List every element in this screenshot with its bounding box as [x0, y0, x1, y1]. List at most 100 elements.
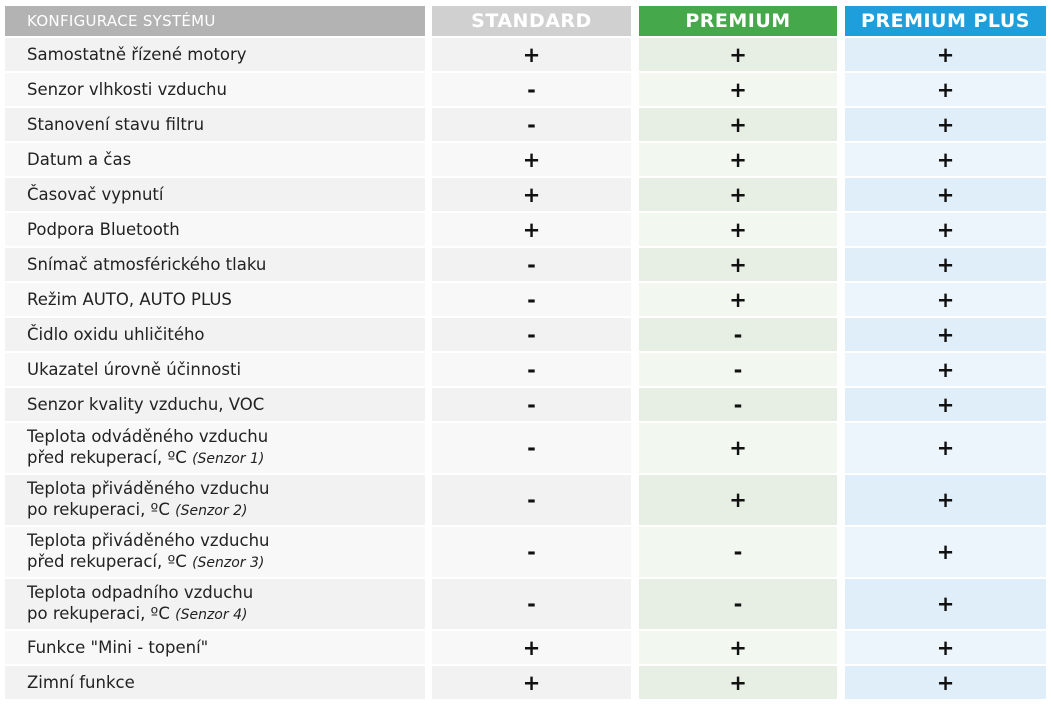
- value-cell: +: [845, 248, 1046, 281]
- value-cell: +: [845, 579, 1046, 629]
- label-text: Teplota přiváděného vzduchu: [27, 479, 270, 498]
- value-cell: -: [432, 527, 631, 577]
- header-title: KONFIGURACE SYSTÉMU: [5, 6, 425, 36]
- value-cell: +: [432, 38, 631, 71]
- row-label: Časovač vypnutí: [5, 178, 425, 211]
- label-text: Zimní funkce: [27, 673, 135, 692]
- value-cell: +: [845, 178, 1046, 211]
- label-line: Ukazatel úrovně účinnosti: [27, 359, 425, 380]
- label-line: Zimní funkce: [27, 672, 425, 693]
- label-line: Podpora Bluetooth: [27, 219, 425, 240]
- label-line: před rekuperací, ºC (Senzor 3): [27, 551, 425, 574]
- value-cell: +: [432, 213, 631, 246]
- value-cell: -: [432, 73, 631, 106]
- row-label: Teplota přiváděného vzduchu po rekuperaci…: [5, 475, 425, 525]
- label-text: Samostatně řízené motory: [27, 45, 247, 64]
- label-text: Ukazatel úrovně účinnosti: [27, 360, 242, 379]
- label-text: Režim AUTO, AUTO PLUS: [27, 290, 232, 309]
- value-cell: +: [845, 108, 1046, 141]
- value-cell: +: [845, 143, 1046, 176]
- label-line: po rekuperaci, ºC (Senzor 4): [27, 603, 425, 626]
- value-cell: -: [639, 579, 837, 629]
- value-cell: +: [845, 631, 1046, 664]
- value-cell: -: [639, 353, 837, 386]
- label-text: Snímač atmosférického tlaku: [27, 255, 267, 274]
- label-line: po rekuperaci, ºC (Senzor 2): [27, 499, 425, 522]
- label-line: Funkce "Mini - topení": [27, 637, 425, 658]
- value-cell: +: [639, 213, 837, 246]
- label-text: po rekuperaci, ºC: [27, 500, 170, 519]
- value-cell: +: [432, 666, 631, 699]
- row-label: Funkce "Mini - topení": [5, 631, 425, 664]
- row-label: Zimní funkce: [5, 666, 425, 699]
- label-line: Teplota odpadního vzduchu: [27, 582, 425, 603]
- value-cell: +: [639, 283, 837, 316]
- value-cell: -: [639, 388, 837, 421]
- label-note: (Senzor 1): [192, 451, 265, 467]
- label-line: Teplota odváděného vzduchu: [27, 426, 425, 447]
- label-line: Časovač vypnutí: [27, 184, 425, 205]
- value-cell: +: [639, 38, 837, 71]
- value-cell: +: [639, 178, 837, 211]
- value-cell: +: [639, 143, 837, 176]
- label-line: Stanovení stavu filtru: [27, 114, 425, 135]
- value-cell: +: [845, 283, 1046, 316]
- column-header: PREMIUM PLUS: [845, 6, 1046, 36]
- row-label: Teplota přiváděného vzduchu před rekupera…: [5, 527, 425, 577]
- column-header: STANDARD: [432, 6, 631, 36]
- label-text: Datum a čas: [27, 150, 132, 169]
- row-label: Ukazatel úrovně účinnosti: [5, 353, 425, 386]
- row-label: Snímač atmosférického tlaku: [5, 248, 425, 281]
- label-text: Podpora Bluetooth: [27, 220, 180, 239]
- row-label: Samostatně řízené motory: [5, 38, 425, 71]
- row-label: Režim AUTO, AUTO PLUS: [5, 283, 425, 316]
- value-cell: +: [845, 353, 1046, 386]
- value-cell: +: [845, 666, 1046, 699]
- row-label: Podpora Bluetooth: [5, 213, 425, 246]
- value-cell: +: [845, 213, 1046, 246]
- value-cell: +: [639, 631, 837, 664]
- value-cell: -: [432, 248, 631, 281]
- row-label: Stanovení stavu filtru: [5, 108, 425, 141]
- value-cell: -: [432, 318, 631, 351]
- value-cell: +: [639, 475, 837, 525]
- label-note: (Senzor 4): [175, 607, 248, 623]
- label-text: před rekuperací, ºC: [27, 552, 187, 571]
- row-label: Senzor kvality vzduchu, VOC: [5, 388, 425, 421]
- value-cell: -: [432, 475, 631, 525]
- label-text: Stanovení stavu filtru: [27, 115, 205, 134]
- value-cell: +: [639, 423, 837, 473]
- label-line: Čidlo oxidu uhličitého: [27, 324, 425, 345]
- value-cell: -: [639, 318, 837, 351]
- value-cell: +: [845, 423, 1046, 473]
- value-cell: -: [432, 108, 631, 141]
- label-line: Senzor vlhkosti vzduchu: [27, 79, 425, 100]
- row-label: Teplota odváděného vzduchu před rekuperac…: [5, 423, 425, 473]
- value-cell: -: [432, 353, 631, 386]
- value-cell: -: [432, 283, 631, 316]
- label-line: Teplota přiváděného vzduchu: [27, 530, 425, 551]
- label-line: Samostatně řízené motory: [27, 44, 425, 65]
- row-label: Čidlo oxidu uhličitého: [5, 318, 425, 351]
- value-cell: +: [845, 38, 1046, 71]
- label-text: Časovač vypnutí: [27, 185, 164, 204]
- value-cell: +: [432, 143, 631, 176]
- value-cell: +: [639, 666, 837, 699]
- value-cell: +: [639, 73, 837, 106]
- label-text: Teplota přiváděného vzduchu: [27, 531, 270, 550]
- label-note: (Senzor 3): [192, 555, 265, 571]
- value-cell: +: [639, 108, 837, 141]
- label-text: Funkce "Mini - topení": [27, 638, 209, 657]
- label-text: Senzor kvality vzduchu, VOC: [27, 395, 265, 414]
- row-label: Senzor vlhkosti vzduchu: [5, 73, 425, 106]
- label-text: po rekuperaci, ºC: [27, 604, 170, 623]
- label-note: (Senzor 2): [175, 503, 248, 519]
- value-cell: -: [639, 527, 837, 577]
- value-cell: +: [639, 248, 837, 281]
- row-label: Teplota odpadního vzduchu po rekuperaci, …: [5, 579, 425, 629]
- value-cell: +: [845, 318, 1046, 351]
- label-line: Snímač atmosférického tlaku: [27, 254, 425, 275]
- label-line: Senzor kvality vzduchu, VOC: [27, 394, 425, 415]
- value-cell: -: [432, 388, 631, 421]
